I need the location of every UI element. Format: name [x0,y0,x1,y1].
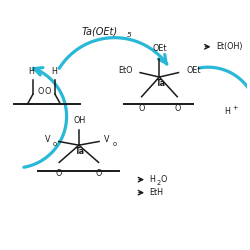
Text: H: H [29,66,34,76]
Text: 5: 5 [126,32,131,38]
Text: O: O [161,175,167,184]
Text: H: H [150,175,155,184]
Text: EtH: EtH [150,188,164,197]
Text: o: o [53,141,57,147]
Text: V: V [45,135,50,144]
Text: O: O [174,104,180,112]
Text: H: H [51,66,57,76]
Text: Ta(OEt): Ta(OEt) [82,26,118,36]
Text: o: o [113,141,117,147]
Text: Et(OH): Et(OH) [216,42,242,51]
Text: O: O [56,169,62,178]
Text: 2: 2 [157,180,161,186]
Text: H: H [224,107,230,116]
Text: O: O [37,87,44,96]
Text: OEt: OEt [187,66,201,75]
Text: O: O [44,87,51,96]
Text: O: O [138,104,145,112]
Text: Ta: Ta [156,79,166,88]
Text: V: V [104,135,110,144]
Text: OEt: OEt [152,44,166,53]
Text: OH: OH [74,116,86,124]
Text: O: O [96,169,102,178]
Text: +: + [232,105,237,111]
Text: EtO: EtO [118,66,132,75]
Text: Ta: Ta [75,147,86,156]
